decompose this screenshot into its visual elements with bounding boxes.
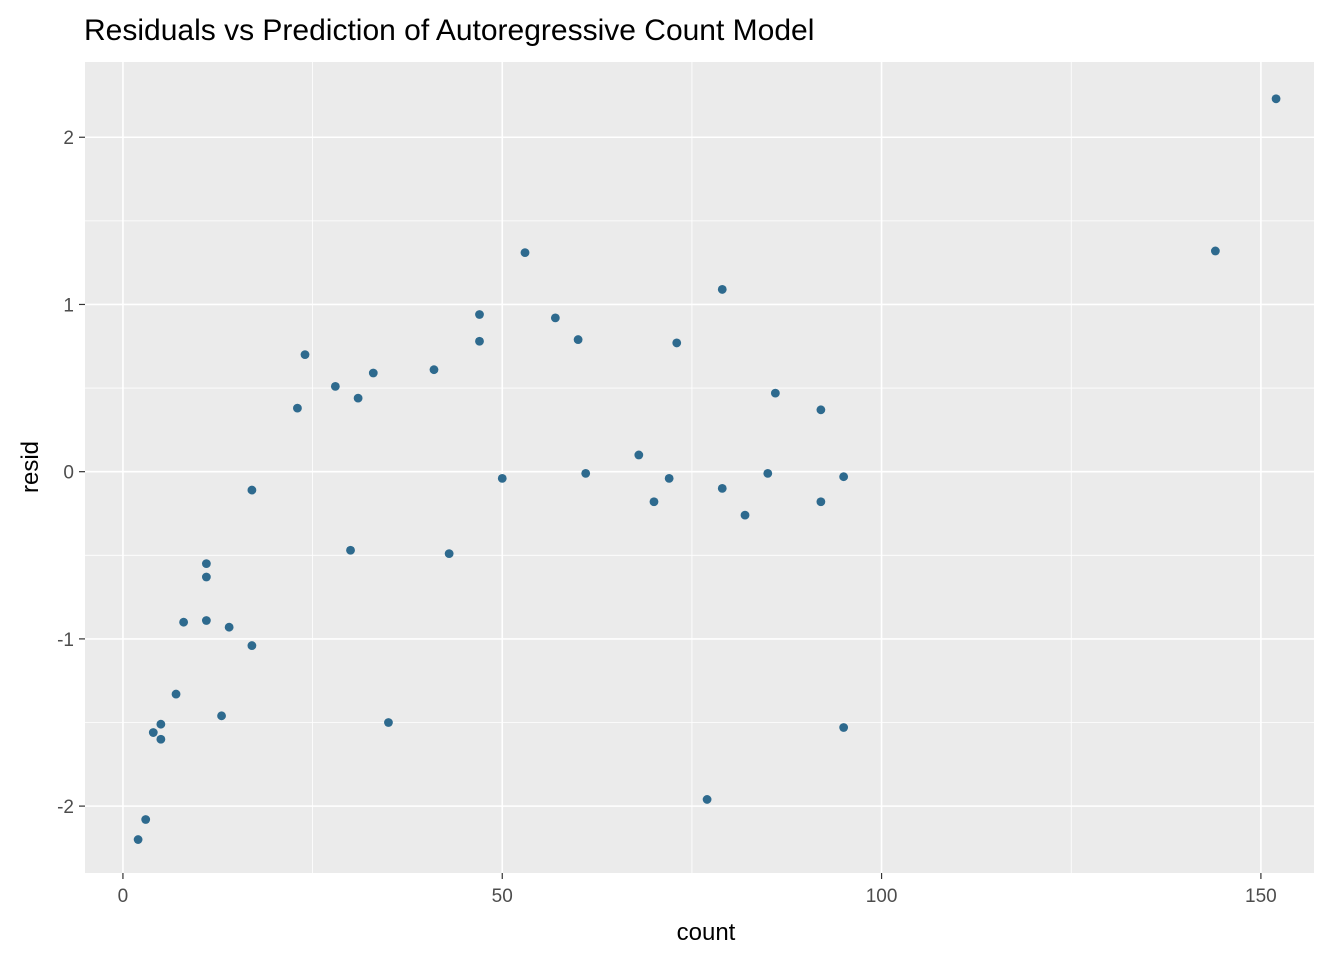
data-point bbox=[330, 382, 340, 391]
data-point bbox=[384, 718, 393, 727]
data-point bbox=[672, 338, 682, 348]
y-tick-label: 1 bbox=[63, 295, 74, 316]
data-point bbox=[550, 313, 560, 323]
y-axis: -2 -1 0 1 2 bbox=[57, 128, 85, 818]
data-point bbox=[353, 393, 363, 403]
data-point bbox=[740, 510, 750, 520]
data-point bbox=[247, 485, 257, 495]
x-tick-label: 150 bbox=[1245, 886, 1277, 907]
data-point bbox=[201, 559, 211, 569]
data-point bbox=[444, 549, 454, 559]
data-point bbox=[346, 545, 355, 555]
major-gridlines bbox=[85, 62, 1314, 873]
data-point bbox=[839, 472, 849, 482]
data-point bbox=[520, 248, 530, 258]
data-point bbox=[770, 388, 780, 398]
data-point bbox=[179, 617, 189, 627]
data-point bbox=[475, 336, 484, 346]
minor-gridlines bbox=[85, 62, 1314, 873]
data-points bbox=[133, 94, 1281, 844]
data-point bbox=[293, 403, 302, 413]
data-point bbox=[581, 468, 591, 478]
data-point bbox=[839, 723, 849, 732]
data-point bbox=[573, 335, 583, 344]
data-point bbox=[1210, 246, 1220, 256]
plot-panel bbox=[85, 62, 1314, 873]
x-tick-label: 0 bbox=[118, 886, 129, 907]
y-tick-label: -1 bbox=[57, 630, 74, 651]
data-point bbox=[649, 497, 659, 507]
data-point bbox=[429, 365, 439, 375]
y-tick-label: 2 bbox=[63, 128, 74, 149]
data-point bbox=[133, 835, 143, 844]
data-point bbox=[702, 795, 712, 804]
data-point bbox=[816, 497, 826, 507]
x-tick-label: 100 bbox=[866, 886, 898, 907]
data-point bbox=[247, 641, 257, 650]
data-point bbox=[224, 622, 234, 632]
data-point bbox=[634, 450, 644, 460]
data-point bbox=[156, 734, 166, 744]
data-point bbox=[171, 689, 181, 699]
x-axis-title: count bbox=[677, 919, 736, 946]
data-point bbox=[300, 350, 310, 360]
data-point bbox=[148, 728, 158, 737]
data-point bbox=[156, 719, 166, 729]
data-point bbox=[141, 815, 151, 824]
data-point bbox=[201, 616, 211, 625]
data-point bbox=[217, 711, 226, 721]
data-point bbox=[717, 285, 727, 294]
data-point bbox=[1271, 94, 1281, 104]
data-point bbox=[497, 473, 507, 483]
data-point bbox=[475, 310, 484, 319]
data-point bbox=[201, 572, 211, 582]
y-tick-label: 0 bbox=[63, 463, 74, 484]
data-point bbox=[763, 468, 773, 478]
data-point bbox=[664, 473, 674, 483]
y-axis-title: resid bbox=[17, 441, 44, 493]
data-point bbox=[368, 368, 378, 378]
x-axis: 0 50 100 150 bbox=[118, 873, 1277, 907]
x-tick-label: 50 bbox=[492, 886, 513, 907]
chart-title: Residuals vs Prediction of Autoregressiv… bbox=[84, 14, 814, 47]
data-point bbox=[717, 484, 727, 493]
data-point bbox=[816, 405, 826, 415]
y-tick-label: -2 bbox=[57, 797, 74, 818]
